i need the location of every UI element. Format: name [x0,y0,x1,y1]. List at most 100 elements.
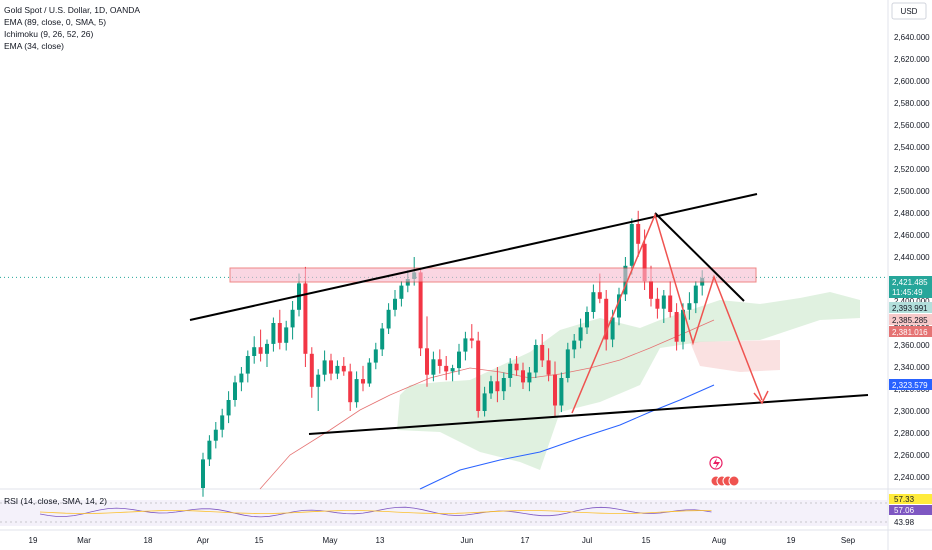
candle [393,290,397,317]
candle [495,367,500,403]
rsi-pane [0,500,888,526]
candle-body [604,298,609,340]
ema89-legend[interactable]: EMA (89, close, 0, SMA, 5) [4,17,107,27]
price-label-box [889,314,932,325]
time-tick-label: 17 [521,536,530,545]
candle-body [540,345,545,361]
rsi-sma-line [39,510,712,514]
price-tick-label: 2,620.000 [894,55,930,64]
candle [661,290,666,323]
candle-body [489,381,493,394]
currency-box [891,2,927,20]
price-tick-label: 2,440.000 [894,253,930,262]
candle [386,303,391,334]
ichimoku-cloud-bearish [690,340,780,372]
candle [290,301,295,340]
time-tick-label: Apr [197,536,210,545]
price-tick-label: 2,520.000 [894,165,930,174]
candle [668,281,673,318]
rsi-legend[interactable]: RSI (14, close, SMA, 14, 2) [4,496,107,506]
descending-trendline [654,212,745,302]
candle [220,408,225,438]
candle-body [380,328,385,350]
candle-body [284,327,289,343]
candle [373,342,378,370]
candle [444,356,449,381]
candle-body [290,309,295,328]
rsi-label-box [889,505,932,515]
time-tick-label: 13 [376,536,385,545]
candle-body [482,393,487,411]
candle-body [591,292,596,312]
candle [604,290,609,351]
candle-group [201,210,705,497]
candle-body [610,317,615,340]
candle [546,348,551,382]
candle-body [578,327,583,341]
candle [201,452,205,497]
price-tick-label: 2,260.000 [894,451,930,460]
ema34-legend[interactable]: EMA (34, close) [4,41,64,51]
time-tick-label: Mar [77,536,91,545]
candle-body [559,378,564,406]
candle [476,331,481,418]
candle [431,351,436,382]
candle-body [258,347,263,354]
candle [309,347,314,398]
lower-trendline [308,394,869,435]
symbol-title[interactable]: Gold Spot / U.S. Dollar, 1D, OANDA [4,5,141,15]
candle [687,292,692,320]
candle-body [693,285,698,304]
candle-body [649,281,653,299]
candle [233,375,237,407]
indicator-legend: Gold Spot / U.S. Dollar, 1D, OANDA EMA (… [4,4,140,52]
price-axis-panel [888,0,932,550]
candle-body [514,363,519,371]
candle [348,363,353,411]
candle [585,306,589,334]
candle [514,356,519,376]
candle [629,218,634,275]
currency-label: USD [901,7,918,16]
candle-body [309,353,314,387]
candle [521,362,525,389]
candle [341,357,346,376]
candle [463,331,468,361]
ema34-line [259,319,715,490]
candle-body [617,294,621,318]
candle-body [495,381,500,392]
candle-body [636,224,641,244]
price-tick-label: 2,240.000 [894,473,930,482]
candle [335,360,340,380]
candle-body [213,429,218,441]
candle-body [463,338,468,352]
candle-body [367,362,372,384]
candle [559,372,564,413]
ichimoku-legend[interactable]: Ichimoku (9, 26, 52, 26) [4,29,94,39]
candle [265,339,269,367]
rsi-label-value: 57.06 [894,506,915,515]
candle-body [239,373,244,383]
candle-body [457,351,461,369]
rsi-label-box [889,494,932,504]
candle [565,342,570,383]
candle-body [252,347,257,356]
time-tick-label: 19 [29,536,38,545]
candle-body [348,371,353,403]
price-tick-label: 2,600.000 [894,77,930,86]
time-tick-label: Aug [712,536,726,545]
candle-body [361,379,365,384]
candle-body [329,360,333,374]
candle [271,317,276,352]
news-flag-icon [728,475,740,487]
price-tick-label: 2,640.000 [894,33,930,42]
candle-body [207,440,212,460]
flash-icon [713,458,720,469]
upper-trendline [189,193,758,321]
price-label-value: 2,421.485 [892,278,928,287]
candle-body [629,224,634,266]
candle-body [501,378,506,392]
candle-body [572,340,577,350]
